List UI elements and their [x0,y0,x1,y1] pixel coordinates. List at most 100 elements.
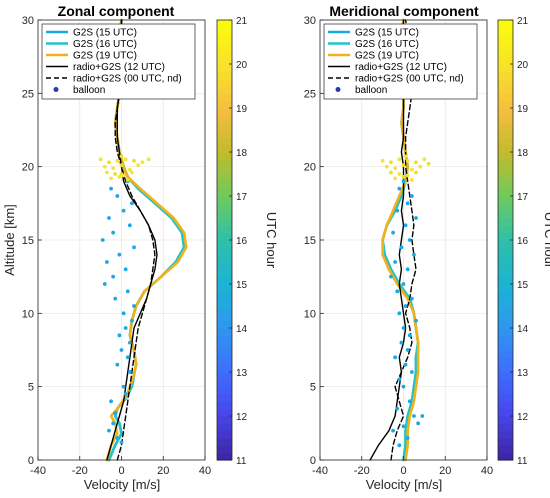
zonal-x-tick-label: 0 [118,465,124,477]
colorbar-strip [498,218,513,226]
meridional-balloon-point [409,167,414,172]
colorbar-tick-label: 16 [517,236,529,247]
colorbar-strip [217,108,232,116]
meridional-balloon-point [401,424,406,429]
colorbar-strip [217,122,232,131]
meridional-balloon-point [395,406,400,411]
zonal-x-label: Velocity [m/s] [84,477,161,492]
colorbar-strip [498,130,513,138]
colorbar-strip [498,401,513,410]
zonal-balloon-point [113,296,118,301]
colorbar-strip [498,423,513,432]
meridional-colorbar: 11 12 13 14 15 16 17 18 19 20 21 UTC hour [497,16,550,467]
colorbar-strip [498,122,513,131]
meridional-balloon-point [380,158,385,163]
zonal-balloon-point [123,267,128,272]
colorbar-strip [217,430,232,439]
colorbar-strip [498,86,513,94]
colorbar-tick-label: 17 [236,192,248,203]
zonal-legend-label: G2S (15 UTC) [73,28,137,39]
zonal-y-tick-label: 10 [22,308,34,320]
zonal-balloon-point [119,348,124,352]
zonal-y-tick-label: 25 [22,88,34,100]
meridional-balloon-point [420,414,425,418]
meridional-balloon-point [405,267,410,272]
meridional-balloon-point [403,154,408,159]
meridional-balloon-point [422,157,427,162]
colorbar-strip [498,320,513,329]
zonal-colorbar-label: UTC hour [264,212,279,269]
colorbar-strip [217,416,232,424]
meridional-title: Meridional component [329,3,479,19]
zonal-y-tick-label: 30 [22,15,34,27]
colorbar-strip [217,452,232,461]
colorbar-strip [498,42,513,50]
zonal-balloon-point [132,245,136,250]
colorbar-strip [498,93,513,102]
meridional-balloon-point [391,230,395,235]
colorbar-strip [217,262,232,270]
meridional-balloon-point [407,399,412,404]
zonal-series [98,18,188,462]
colorbar-strip [498,34,513,43]
colorbar-tick-label: 12 [517,412,529,423]
zonal-balloon-point [132,304,136,308]
meridional-balloon-point [401,384,406,389]
zonal-x-tick-label: -40 [30,465,46,477]
meridional-balloon-point [401,179,406,184]
meridional-balloon-point [393,260,398,264]
colorbar-strip [498,181,513,190]
colorbar-strip [217,320,232,329]
colorbar-strip [498,225,513,234]
meridional-balloon-point [414,170,418,175]
meridional-balloon-point [401,163,406,168]
colorbar-strip [217,445,232,454]
zonal-balloon-point [127,223,132,228]
colorbar-strip [217,269,232,278]
zonal-balloon-point [98,157,103,162]
zonal-balloon-point [117,175,122,179]
zonal-colorbar-ticks: 11 12 13 14 15 16 17 18 19 20 21 [229,16,248,467]
colorbar-strip [217,232,232,241]
colorbar-strip [498,254,513,263]
colorbar-strip [498,203,513,212]
meridional-balloon-point [405,436,410,440]
colorbar-tick-label: 20 [517,60,529,71]
meridional-colorbar-blocks [498,20,513,461]
colorbar-strip [217,210,232,219]
zonal-balloon-point [111,166,116,171]
colorbar-strip [217,423,232,432]
zonal-y-ticks: 0 5 10 15 20 25 30 [22,15,42,467]
colorbar-strip [217,284,232,292]
meridional-legend-label: G2S (16 UTC) [355,39,419,50]
zonal-balloon-point [111,230,116,235]
zonal-balloon-point [102,282,107,286]
colorbar-strip [217,49,232,58]
zonal-y-tick-label: 5 [28,382,34,394]
meridional-balloon-point [407,238,412,242]
colorbar-strip [217,188,232,197]
zonal-balloon-point [121,208,126,213]
meridional-legend-label: radio+G2S (00 UTC, nd) [355,74,464,85]
meridional-balloon-point [403,223,408,228]
meridional-y-tick-label: 0 [310,455,316,467]
colorbar-strip [498,445,513,454]
colorbar-strip [498,20,513,28]
colorbar-strip [217,401,232,410]
zonal-balloon-point [136,163,141,168]
colorbar-strip [498,108,513,116]
colorbar-strip [217,152,232,160]
zonal-balloon-point [107,160,111,165]
colorbar-tick-label: 13 [236,368,248,379]
zonal-balloon-point [104,260,109,264]
zonal-balloon-point [121,173,126,178]
zonal-legend: G2S (15 UTC)G2S (16 UTC)G2S (19 UTC)radi… [41,23,196,100]
colorbar-strip [498,56,513,65]
meridional-y-tick-label: 20 [304,162,316,174]
colorbar-tick-label: 18 [236,148,248,159]
colorbar-strip [217,174,232,182]
colorbar-strip [217,247,232,256]
colorbar-tick-label: 14 [517,324,529,335]
colorbar-strip [498,240,513,248]
